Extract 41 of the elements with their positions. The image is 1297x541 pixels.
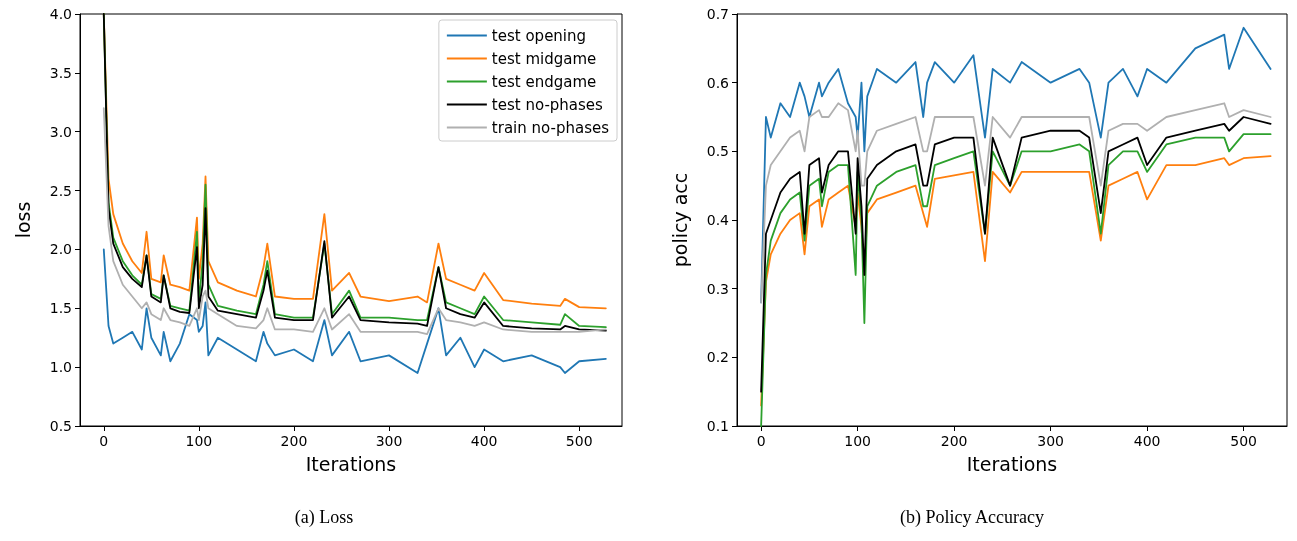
text: (a) Loss	[294, 507, 354, 528]
x-axis-title: Iterations	[966, 452, 1058, 475]
x-tick-label: 200	[940, 433, 968, 449]
x-tick-label: 100	[185, 433, 213, 449]
y-tick-label: 0.4	[706, 212, 730, 228]
y-tick-label: 0.7	[706, 6, 729, 22]
y-tick-label: 1.5	[49, 300, 72, 317]
x-tick-label: 0	[99, 433, 109, 449]
line-series	[760, 102, 1272, 304]
line-series	[760, 116, 1272, 393]
y-tick-label: 3.0	[49, 123, 72, 140]
text: (b) Policy Accuracy	[900, 507, 1044, 528]
y-tick-label: 3.5	[49, 64, 72, 81]
y-tick-label: 0.2	[706, 349, 729, 366]
x-tick-label: 300	[1037, 433, 1064, 449]
legend-label: test no-phases	[491, 95, 604, 114]
x-tick-label: 0	[756, 433, 766, 449]
y-tick-label: 4.0	[49, 6, 72, 22]
legend-label: test endgame	[491, 72, 597, 91]
x-tick-label: 100	[844, 433, 871, 449]
legend-label: train no-phases	[491, 118, 610, 137]
legend-label: test midgame	[491, 49, 597, 68]
x-axis-title: Iterations	[305, 452, 397, 475]
x-tick-label: 200	[280, 433, 308, 449]
y-tick-label: 0.5	[49, 418, 72, 434]
x-tick-label: 300	[375, 433, 403, 449]
y-tick-label: 2.0	[49, 241, 72, 258]
line-series	[102, 248, 607, 374]
x-tick-label: 400	[1133, 433, 1161, 449]
y-tick-label: 0.6	[706, 74, 730, 91]
y-tick-label: 0.3	[706, 280, 729, 297]
y-tick-label: 1.0	[49, 359, 72, 376]
x-tick-label: 500	[565, 433, 593, 449]
legend-label: test opening	[491, 26, 587, 45]
x-tick-label: 400	[470, 433, 498, 449]
y-axis-title: loss	[11, 201, 34, 239]
y-axis-title: policy acc	[668, 172, 691, 268]
x-tick-label: 500	[1230, 433, 1257, 449]
y-tick-label: 2.5	[49, 182, 72, 199]
y-tick-label: 0.1	[706, 418, 729, 434]
y-tick-label: 0.5	[706, 143, 729, 160]
